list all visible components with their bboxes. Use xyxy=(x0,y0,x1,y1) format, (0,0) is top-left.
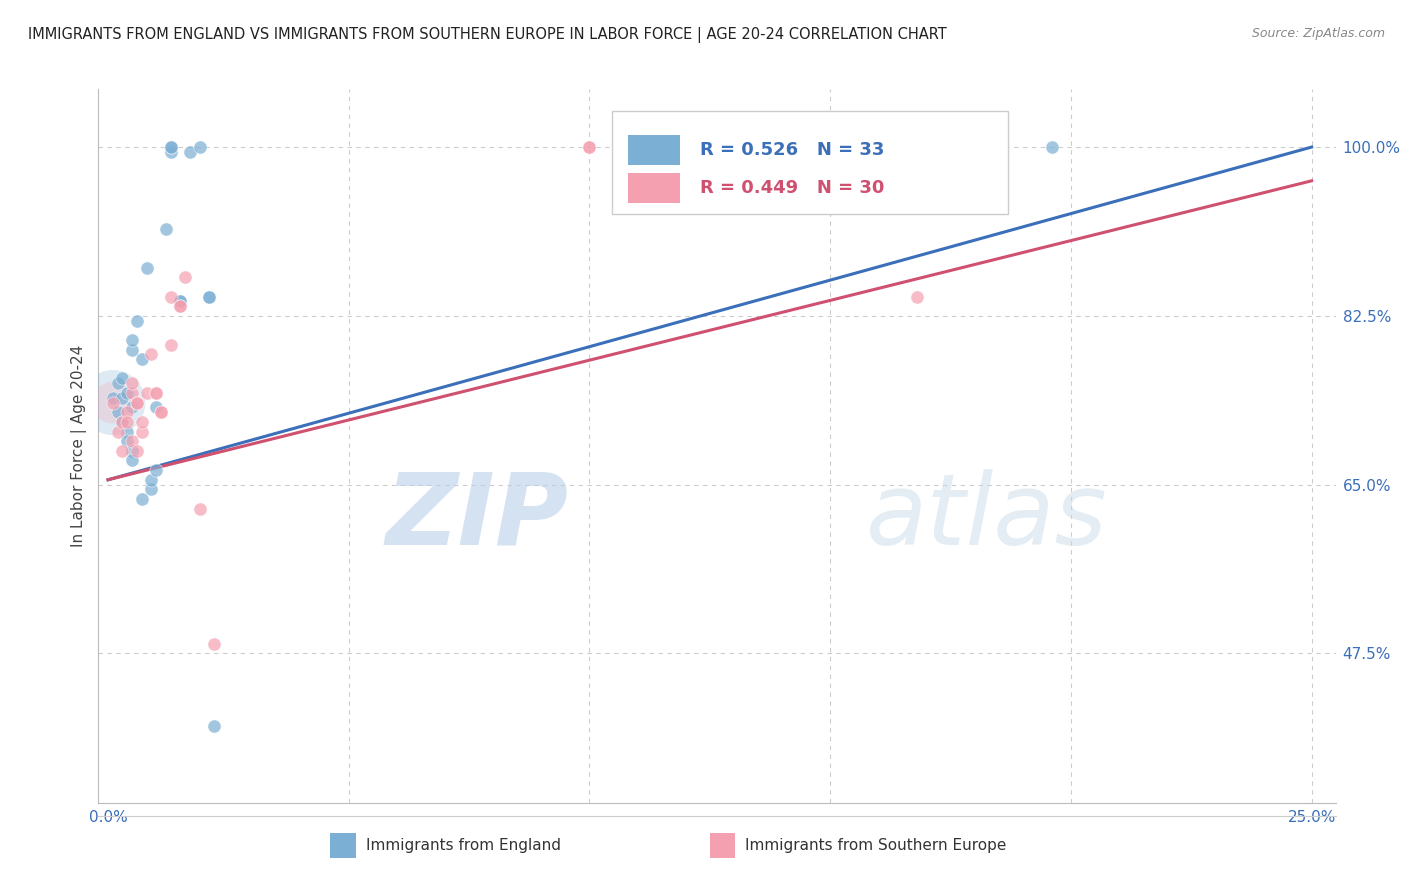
Point xyxy=(159,337,181,351)
Point xyxy=(150,405,173,419)
Point xyxy=(101,395,124,409)
Text: IMMIGRANTS FROM ENGLAND VS IMMIGRANTS FROM SOUTHERN EUROPE IN LABOR FORCE | AGE : IMMIGRANTS FROM ENGLAND VS IMMIGRANTS FR… xyxy=(28,27,946,43)
Point xyxy=(125,395,148,409)
Point xyxy=(174,270,197,285)
Point xyxy=(202,637,225,651)
Point xyxy=(198,289,221,303)
Point xyxy=(141,347,163,361)
Point xyxy=(578,140,600,154)
Point xyxy=(131,352,153,367)
Point xyxy=(145,463,167,477)
Text: R = 0.526   N = 33: R = 0.526 N = 33 xyxy=(700,141,884,159)
Point xyxy=(169,294,191,309)
Point xyxy=(169,299,191,313)
Point xyxy=(101,395,124,409)
Point xyxy=(679,140,702,154)
Point xyxy=(159,140,181,154)
Point xyxy=(111,415,134,429)
Point xyxy=(121,443,143,458)
Point xyxy=(107,405,129,419)
Point xyxy=(179,145,201,159)
Text: Source: ZipAtlas.com: Source: ZipAtlas.com xyxy=(1251,27,1385,40)
Point xyxy=(125,313,148,327)
Point xyxy=(121,343,143,357)
Point xyxy=(117,425,139,439)
Point xyxy=(145,386,167,401)
Point xyxy=(121,376,143,391)
Text: Immigrants from Southern Europe: Immigrants from Southern Europe xyxy=(745,838,1007,853)
Point xyxy=(111,371,134,385)
Text: ZIP: ZIP xyxy=(385,469,568,566)
Point xyxy=(150,405,173,419)
Point xyxy=(111,443,134,458)
Point xyxy=(169,294,191,309)
Text: Immigrants from England: Immigrants from England xyxy=(366,838,561,853)
Point xyxy=(117,415,139,429)
Point xyxy=(131,425,153,439)
Point xyxy=(141,473,163,487)
Point xyxy=(121,386,143,401)
Point xyxy=(905,289,928,303)
Point xyxy=(111,415,134,429)
Point xyxy=(145,386,167,401)
Point xyxy=(159,145,181,159)
Point xyxy=(101,391,124,405)
Text: atlas: atlas xyxy=(866,469,1107,566)
Point xyxy=(131,491,153,506)
Point xyxy=(107,425,129,439)
Point xyxy=(188,140,211,154)
Point xyxy=(125,395,148,409)
FancyBboxPatch shape xyxy=(628,173,681,203)
Text: R = 0.449   N = 30: R = 0.449 N = 30 xyxy=(700,179,884,197)
Point xyxy=(159,289,181,303)
Point xyxy=(145,401,167,415)
Point xyxy=(121,333,143,347)
Point xyxy=(159,140,181,154)
Point xyxy=(107,376,129,391)
FancyBboxPatch shape xyxy=(628,135,681,165)
Point xyxy=(125,443,148,458)
Point xyxy=(135,260,157,275)
Point xyxy=(121,453,143,467)
Point xyxy=(578,140,600,154)
FancyBboxPatch shape xyxy=(612,111,1008,214)
Point xyxy=(169,299,191,313)
Y-axis label: In Labor Force | Age 20-24: In Labor Force | Age 20-24 xyxy=(72,345,87,547)
Point xyxy=(111,391,134,405)
Point xyxy=(101,395,124,409)
Point xyxy=(117,386,139,401)
Point xyxy=(155,222,177,236)
Point xyxy=(121,401,143,415)
Point xyxy=(141,483,163,497)
Point xyxy=(188,501,211,516)
Point xyxy=(117,405,139,419)
Point xyxy=(131,415,153,429)
Point xyxy=(135,386,157,401)
Point xyxy=(117,434,139,449)
Point xyxy=(198,289,221,303)
Point xyxy=(1040,140,1063,154)
Point xyxy=(202,719,225,733)
Point xyxy=(121,434,143,449)
